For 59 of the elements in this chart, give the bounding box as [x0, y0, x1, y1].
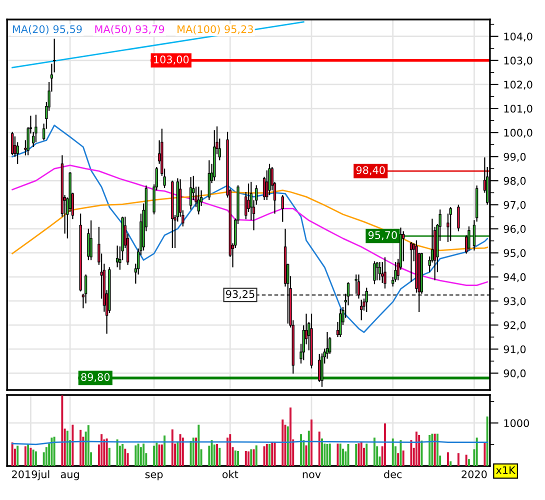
candlestick [394, 261, 397, 282]
candlestick [365, 287, 368, 313]
candlestick [376, 261, 378, 281]
candlestick [326, 331, 329, 360]
candlestick [11, 131, 14, 156]
ref-line-label: 98,40 [356, 166, 385, 176]
text: MA(50) 93,79 [95, 25, 164, 34]
x-tick-label: nov [302, 472, 321, 478]
y-tick-label: 99,0 [504, 152, 526, 162]
candlestick [357, 274, 360, 300]
y-tick-label: 96,0 [504, 225, 526, 234]
y-tick-label: 93,0 [504, 297, 526, 306]
y-tick-label: 101,0 [504, 104, 532, 114]
candlestick [281, 194, 284, 222]
candlestick [457, 204, 460, 232]
candlestick [378, 261, 382, 281]
y-tick-label: 1000 [504, 419, 529, 428]
ref-line-label: 95,70 [368, 231, 397, 240]
candlestick [339, 308, 342, 338]
candlestick [449, 206, 452, 242]
candlestick [189, 176, 192, 210]
y-tick-label: 98,0 [504, 176, 526, 186]
y-tick-label: 90,0 [504, 369, 526, 378]
candlestick [360, 299, 363, 321]
x-tick-label: okt [222, 470, 238, 478]
y-tick-label: 100,0 [504, 128, 532, 138]
x-tick-label: sep [145, 472, 163, 480]
y-tick-label: 102,0 [504, 80, 532, 90]
candlestick [84, 274, 88, 304]
line-series [12, 164, 488, 286]
y-tick-label: 94,0 [504, 273, 526, 282]
candlestick [208, 160, 210, 200]
y-tick-label: 92,0 [504, 321, 526, 330]
candlestick [410, 241, 413, 282]
candlestick [320, 352, 324, 388]
x-tick-label: 2019jul [12, 470, 50, 480]
y-tick-label: 104,0 [504, 32, 532, 42]
y-tick-label: 103,0 [504, 56, 532, 66]
candlestick [90, 220, 92, 261]
candlestick [373, 260, 376, 285]
text: MA(20) 95,59 [12, 25, 82, 34]
y-tick-label: 91,0 [504, 345, 526, 354]
x-tick-label: dec [384, 470, 402, 478]
candlestick [268, 163, 271, 196]
candlestick [197, 186, 200, 215]
candlestick [354, 274, 358, 294]
ref-line-label: 103,00 [154, 56, 189, 64]
x-tick-label: 2020 [462, 470, 487, 478]
y-tick-label: 95,0 [504, 249, 526, 258]
y-tick-label: 97,0 [504, 200, 526, 210]
candlestick [116, 245, 119, 268]
text: MA(100) 95,23 [178, 25, 253, 34]
text: x1K [496, 466, 516, 474]
x-tick-label: aug [60, 472, 79, 480]
candlestick [384, 256, 386, 290]
ref-line-label: 89,80 [81, 373, 110, 382]
candlestick [468, 226, 470, 252]
ref-line-label: 93,25 [226, 290, 254, 300]
candlestick [34, 114, 38, 143]
